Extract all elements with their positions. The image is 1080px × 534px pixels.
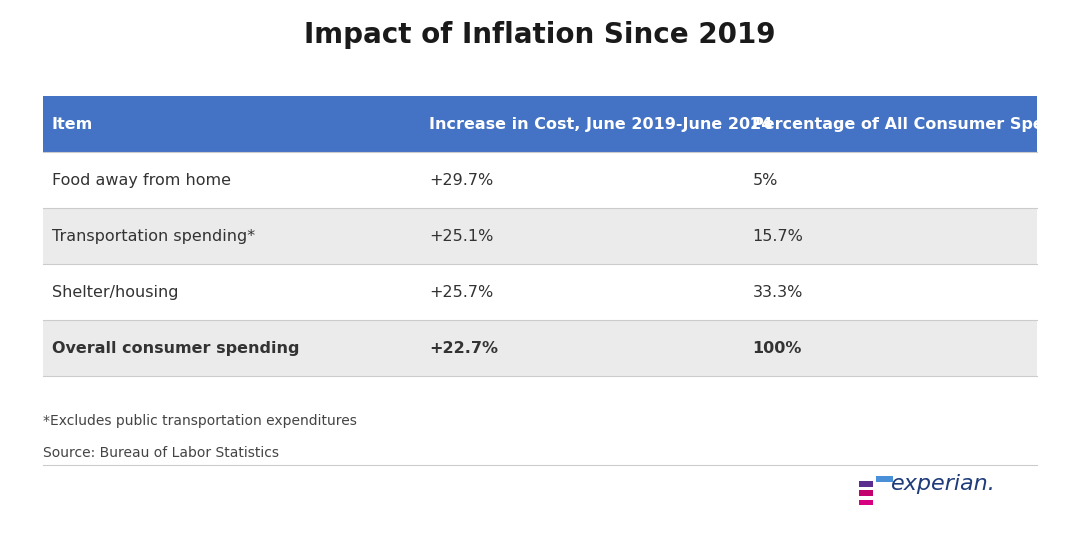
Text: Overall consumer spending: Overall consumer spending — [52, 341, 299, 356]
Bar — [43, 264, 1037, 320]
FancyBboxPatch shape — [859, 490, 873, 496]
Text: experian.: experian. — [891, 474, 996, 494]
Bar — [43, 152, 1037, 208]
Text: +29.7%: +29.7% — [430, 172, 494, 188]
Text: 33.3%: 33.3% — [753, 285, 802, 300]
Text: 5%: 5% — [753, 172, 778, 188]
Text: Source: Bureau of Labor Statistics: Source: Bureau of Labor Statistics — [43, 446, 280, 460]
Bar — [43, 320, 1037, 376]
Text: Item: Item — [52, 116, 93, 132]
Text: *Excludes public transportation expenditures: *Excludes public transportation expendit… — [43, 414, 357, 428]
FancyBboxPatch shape — [876, 475, 893, 483]
Text: +22.7%: +22.7% — [430, 341, 498, 356]
Text: Increase in Cost, June 2019-June 2024: Increase in Cost, June 2019-June 2024 — [430, 116, 773, 132]
Text: 100%: 100% — [753, 341, 801, 356]
Text: 15.7%: 15.7% — [753, 229, 804, 244]
Text: +25.1%: +25.1% — [430, 229, 494, 244]
Bar — [43, 208, 1037, 264]
Text: Percentage of All Consumer Spending: Percentage of All Consumer Spending — [753, 116, 1080, 132]
Text: Food away from home: Food away from home — [52, 172, 231, 188]
FancyBboxPatch shape — [859, 499, 873, 506]
Text: Transportation spending*: Transportation spending* — [52, 229, 255, 244]
Text: Shelter/housing: Shelter/housing — [52, 285, 178, 300]
FancyBboxPatch shape — [859, 481, 873, 488]
Bar — [43, 96, 1037, 152]
Text: +25.7%: +25.7% — [430, 285, 494, 300]
Text: Impact of Inflation Since 2019: Impact of Inflation Since 2019 — [305, 21, 775, 49]
